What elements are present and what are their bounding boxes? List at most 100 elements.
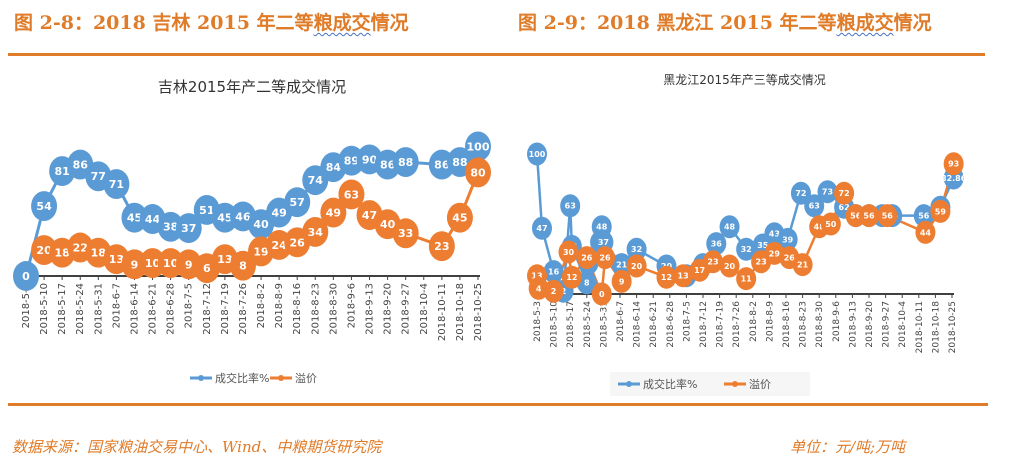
figure-title-right-suffix: 情况 xyxy=(893,12,932,34)
data-label: 88 xyxy=(452,156,467,169)
x-tick-label: 2018-7-26 xyxy=(732,301,742,348)
figure-title-right-prefix: 图 2-9：2018 黑龙江 2015 年二等 xyxy=(518,12,837,34)
data-label: 19 xyxy=(253,245,268,258)
data-point xyxy=(531,216,552,240)
x-tick-label: 2018-7-12 xyxy=(699,301,709,348)
data-label: 45 xyxy=(127,212,142,225)
data-label: 49 xyxy=(271,206,286,219)
chart-jilin-svg: 吉林2015年产二等成交情况 2018-5-3 2018-5-10 2018-5-17… xyxy=(13,78,491,385)
data-label: 20 xyxy=(631,262,643,271)
data-point xyxy=(820,212,841,236)
x-tick-label: 2018-9-27 xyxy=(401,283,412,335)
x-tick-label: 2018-5-31 xyxy=(599,301,609,348)
data-label: 8 xyxy=(239,260,247,273)
data-label: 13 xyxy=(678,272,689,281)
x-tick-label: 2018-5-31 xyxy=(93,283,104,335)
data-label: 89 xyxy=(344,155,359,168)
data-point xyxy=(626,237,647,261)
data-label: 21 xyxy=(616,260,628,269)
data-label: 12 xyxy=(661,273,672,282)
legend-marker xyxy=(626,381,632,387)
data-label: 86 xyxy=(380,159,396,172)
data-point xyxy=(702,250,723,274)
x-tick-label: 2018-5-3 xyxy=(21,283,32,328)
legend-label: 成交比率% xyxy=(215,371,269,385)
x-tick-label: 2018-9-6 xyxy=(832,301,842,342)
data-label: 24 xyxy=(271,239,287,252)
data-point xyxy=(428,231,455,262)
data-label: 81 xyxy=(55,165,70,178)
data-point xyxy=(543,279,564,303)
chart-heilongjiang: 黑龙江2015年产三等成交情况 2018-5-3 2018-5-10 2018-5-1… xyxy=(505,62,1005,402)
data-point xyxy=(465,131,491,162)
data-label: 16 xyxy=(548,267,560,276)
data-point xyxy=(175,213,202,244)
data-label: 29 xyxy=(769,249,781,258)
x-tick-label: 2018-9-27 xyxy=(882,301,892,348)
data-point xyxy=(31,191,58,222)
x-tick-label: 2018-7-19 xyxy=(220,283,231,335)
data-label: 80 xyxy=(470,166,486,179)
x-tick-label: 2018-8-2 xyxy=(749,301,759,342)
data-point xyxy=(139,248,166,278)
data-label: 63 xyxy=(565,202,576,211)
data-label: 38 xyxy=(163,221,178,234)
chart-title: 吉林2015年产二等成交情况 xyxy=(158,78,346,96)
data-label: 48 xyxy=(596,223,608,232)
data-point xyxy=(561,265,582,289)
data-point xyxy=(736,267,757,291)
x-tick-label: 2018-7-26 xyxy=(238,283,249,335)
x-tick-label: 2018-9-13 xyxy=(365,283,376,335)
data-label: 23 xyxy=(434,240,449,253)
x-tick-label: 2018-6-28 xyxy=(666,301,676,348)
data-label: 45 xyxy=(217,212,232,225)
data-point xyxy=(719,254,740,278)
data-label: 43 xyxy=(769,230,780,239)
data-label: 32 xyxy=(631,245,642,254)
data-point xyxy=(13,261,39,291)
data-label: 45 xyxy=(452,212,467,225)
data-label: 17 xyxy=(694,266,705,275)
data-label: 86 xyxy=(73,159,89,172)
data-label: 73 xyxy=(822,188,833,197)
data-point xyxy=(719,215,740,239)
x-tick-label: 2018-5-10 xyxy=(39,283,50,335)
data-label: 39 xyxy=(782,235,794,244)
x-tick-label: 2018-10-4 xyxy=(898,301,908,348)
data-label: 20 xyxy=(724,262,736,271)
data-label: 4 xyxy=(536,284,542,293)
data-label: 18 xyxy=(91,247,106,260)
data-label: 62 xyxy=(839,203,850,212)
data-label: 56 xyxy=(918,211,930,220)
data-label: 93 xyxy=(948,160,959,169)
data-label: 2 xyxy=(551,287,557,296)
data-label: 100 xyxy=(529,150,546,159)
data-point xyxy=(560,194,581,218)
data-point xyxy=(595,246,616,270)
data-point xyxy=(913,204,934,228)
figure-title-right: 图 2-9：2018 黑龙江 2015 年二等粮成交情况 xyxy=(518,8,932,35)
legend-box xyxy=(610,372,810,396)
data-label: 51 xyxy=(199,204,214,217)
data-point xyxy=(465,157,491,188)
data-point xyxy=(817,180,838,204)
x-tick-label: 2018-8-30 xyxy=(328,283,339,335)
data-label: 35 xyxy=(757,241,769,250)
data-label: 26 xyxy=(290,236,306,249)
x-tick-label: 2018-5-17 xyxy=(566,301,576,348)
data-label: 34 xyxy=(308,226,324,239)
data-point xyxy=(792,253,813,277)
x-tick-label: 2018-6-14 xyxy=(129,283,140,335)
legend-marker xyxy=(732,381,738,387)
chart-heilongjiang-svg: 黑龙江2015年产三等成交情况 2018-5-3 2018-5-10 2018-5-1… xyxy=(527,72,967,396)
data-point xyxy=(558,240,579,264)
data-label: 84 xyxy=(326,161,342,174)
x-tick-label: 2018-9-20 xyxy=(865,301,875,348)
data-label: 54 xyxy=(36,200,52,213)
data-label: 9 xyxy=(131,258,139,271)
x-tick-label: 2018-5-17 xyxy=(57,283,68,335)
unit-label: 单位：元/吨;万吨 xyxy=(790,438,906,456)
data-point xyxy=(576,246,597,270)
data-point xyxy=(338,179,365,210)
data-label: 49 xyxy=(326,206,341,219)
